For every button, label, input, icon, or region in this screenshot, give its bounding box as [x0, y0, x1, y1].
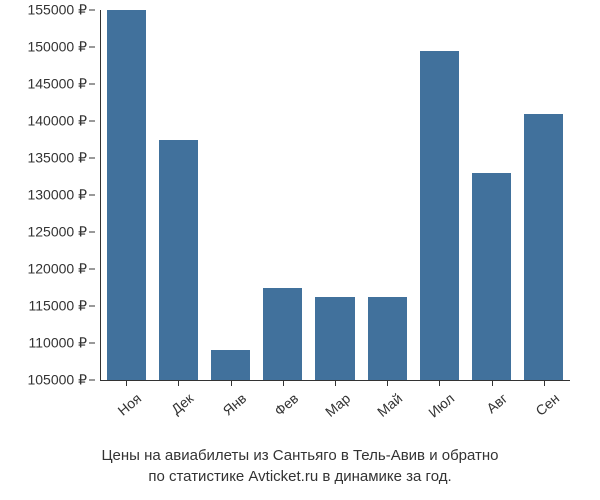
- y-tick-label: 130000 ₽: [27, 187, 87, 204]
- bar: [159, 140, 198, 381]
- plot-area: [100, 10, 570, 380]
- y-axis: 105000 ₽110000 ₽115000 ₽120000 ₽125000 ₽…: [0, 10, 95, 380]
- x-tick-label: Янв: [211, 390, 249, 425]
- x-tick-label: Ноя: [107, 390, 145, 425]
- x-tick-label: Мар: [315, 390, 353, 425]
- y-tick-label: 110000 ₽: [29, 335, 87, 352]
- y-tick-mark: [89, 232, 95, 233]
- x-tick-mark: [387, 380, 388, 386]
- chart-caption: Цены на авиабилеты из Сантьяго в Тель-Ав…: [0, 445, 600, 487]
- x-axis: Ноя Дек Янв Фев Мар Май Июл Авг Сен: [100, 380, 570, 440]
- y-tick-label: 120000 ₽: [27, 261, 87, 278]
- y-tick-mark: [89, 269, 95, 270]
- bar: [472, 173, 511, 380]
- x-tick-label: Май: [368, 390, 406, 425]
- y-tick-mark: [89, 10, 95, 11]
- y-tick-mark: [89, 306, 95, 307]
- y-tick-label: 125000 ₽: [27, 224, 87, 241]
- bar: [315, 297, 354, 380]
- y-tick-mark: [89, 158, 95, 159]
- x-tick-mark: [439, 380, 440, 386]
- x-tick-label: Сен: [524, 390, 562, 425]
- chart-container: 105000 ₽ 110000 ₽ 115000 ₽ 120000 ₽ 125000 ₽…: [0, 0, 600, 500]
- y-tick-mark: [89, 195, 95, 196]
- y-tick-mark: [89, 380, 95, 381]
- x-tick-mark: [283, 380, 284, 386]
- y-tick-label: 145000 ₽: [27, 76, 87, 93]
- y-tick-mark: [89, 121, 95, 122]
- bar: [524, 114, 563, 380]
- y-tick-label: 105000 ₽: [27, 372, 87, 389]
- x-tick-mark: [126, 380, 127, 386]
- bar: [263, 288, 302, 381]
- x-tick-label: Дек: [159, 390, 197, 425]
- bar: [211, 350, 250, 380]
- bar: [420, 51, 459, 380]
- x-tick-mark: [492, 380, 493, 386]
- bar: [107, 10, 146, 380]
- x-tick-mark: [544, 380, 545, 386]
- y-tick-label: 140000 ₽: [27, 113, 87, 130]
- caption-line-2: по статистике Avticket.ru в динамике за …: [0, 466, 600, 487]
- y-tick-mark: [89, 84, 95, 85]
- y-tick-label: 150000 ₽: [27, 39, 87, 56]
- y-tick-mark: [89, 343, 95, 344]
- y-tick-mark: [89, 47, 95, 48]
- x-tick-mark: [178, 380, 179, 386]
- x-tick-mark: [231, 380, 232, 386]
- x-tick-label: Авг: [472, 390, 510, 425]
- y-tick-label: 115000 ₽: [29, 298, 87, 315]
- caption-line-1: Цены на авиабилеты из Сантьяго в Тель-Ав…: [0, 445, 600, 466]
- x-tick-mark: [335, 380, 336, 386]
- y-tick-label: 135000 ₽: [27, 150, 87, 167]
- bar: [368, 297, 407, 380]
- y-tick-label: 155000 ₽: [27, 2, 87, 19]
- x-tick-label: Июл: [420, 390, 458, 425]
- x-tick-label: Фев: [263, 390, 301, 425]
